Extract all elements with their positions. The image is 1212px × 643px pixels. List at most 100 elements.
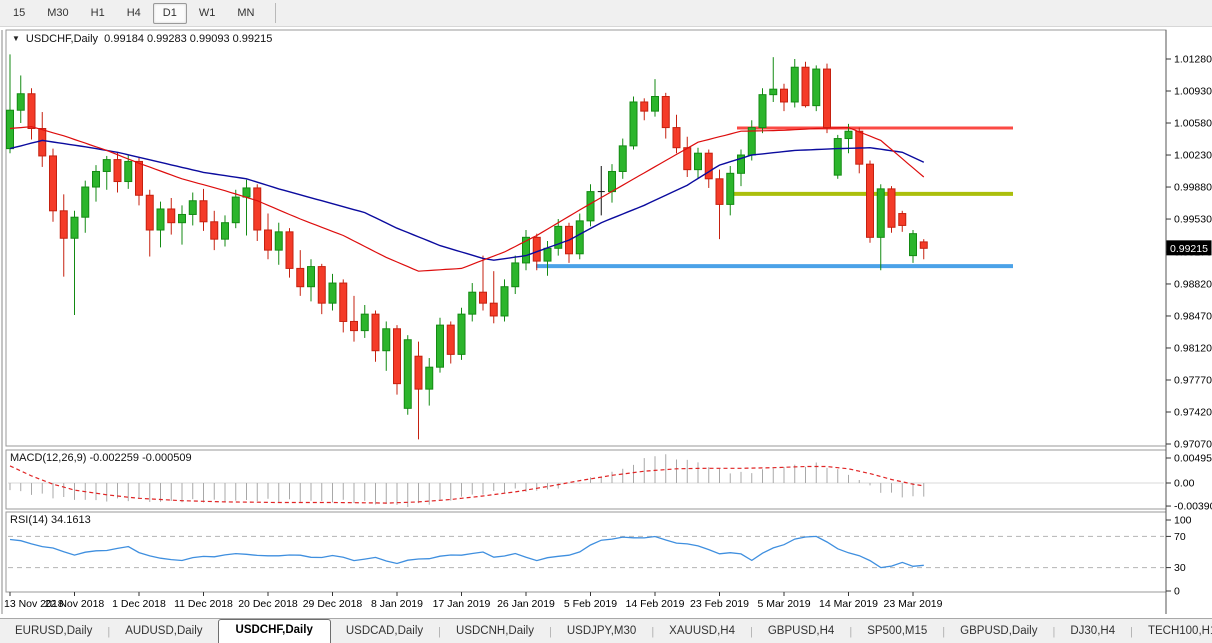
chart-tab-gbpusd-h4[interactable]: GBPUSD,H4 <box>767 625 835 637</box>
chart-tab-eurusd-daily[interactable]: EURUSD,Daily <box>15 625 93 637</box>
chart-tab-usdjpy-m30[interactable]: USDJPY,M30 <box>566 625 637 637</box>
candle-body <box>511 262 520 288</box>
macd-signal-line <box>9 465 924 504</box>
candle-body <box>414 355 423 390</box>
chart-tab-dj30-h4[interactable]: DJ30,H4 <box>1070 625 1116 637</box>
candle-body <box>6 109 14 150</box>
candle-body <box>199 200 208 223</box>
candle-body <box>231 196 240 224</box>
chart-tab-usdcad-daily[interactable]: USDCAD,Daily <box>345 625 424 637</box>
timeframe-button-m30[interactable]: M30 <box>47 6 69 19</box>
candle-body <box>446 324 455 355</box>
candle-body <box>457 313 466 355</box>
candle-body <box>350 320 358 332</box>
candle-body <box>866 163 874 238</box>
candle-body <box>16 93 25 111</box>
candle-body <box>253 187 262 231</box>
price-axis-label: 0.98820 <box>1174 278 1212 290</box>
candle-body <box>425 366 434 390</box>
candle-body <box>328 282 337 304</box>
rsi-indicator-label: RSI(14) 34.1613 <box>10 514 91 526</box>
date-axis-label: 1 Dec 2018 <box>112 598 166 610</box>
timeframe-button-w1[interactable]: W1 <box>198 6 216 19</box>
candle-body <box>167 208 176 224</box>
ma-slow-line <box>9 139 925 261</box>
timeframe-button-15[interactable]: 15 <box>13 6 26 19</box>
timeframe-button-mn[interactable]: MN <box>237 6 255 19</box>
chart-symbol-label: USDCHF,Daily <box>25 33 99 45</box>
candle-body <box>726 172 735 205</box>
candle-body <box>403 339 412 409</box>
candle-body <box>102 159 111 172</box>
chart-tab-usdcnh-daily[interactable]: USDCNH,Daily <box>456 625 534 637</box>
timeframe-button-d1[interactable]: D1 <box>152 2 187 24</box>
tab-separator: | <box>942 626 946 638</box>
candle-body <box>156 208 165 231</box>
chart-tab-sp500-m15[interactable]: SP500,M15 <box>867 625 928 637</box>
candle-body <box>436 324 444 368</box>
current-price-label: 0.99215 <box>1170 243 1208 255</box>
candle-body <box>876 188 885 238</box>
candle-body <box>317 266 326 304</box>
candle-body <box>210 221 219 240</box>
chart-title: ▼ USDCHF,Daily 0.99184 0.99283 0.99093 0.… <box>12 33 272 45</box>
candle-body <box>694 152 702 171</box>
macd-axis-label: -0.003905 <box>1174 501 1212 513</box>
date-axis-label: 23 Mar 2019 <box>884 598 943 610</box>
macd-indicator-label: MACD(12,26,9) -0.002259 -0.000509 <box>10 452 192 464</box>
candle-body <box>59 210 68 239</box>
candle-body <box>909 233 917 257</box>
tab-separator: | <box>1130 626 1133 638</box>
candle-body <box>608 170 616 193</box>
price-axis-label: 1.01280 <box>1174 54 1212 66</box>
current-price-badge <box>1166 240 1212 256</box>
candle-body <box>586 191 595 222</box>
rsi-axis-label: 70 <box>1174 531 1186 543</box>
rsi-line <box>9 535 924 569</box>
candle-body <box>919 241 928 249</box>
candle-body <box>264 229 272 251</box>
chart-ohlc-label: 0.99184 0.99283 0.99093 0.99215 <box>104 33 273 45</box>
timeframe-toolbar: 15 M30 H1 H4 D1 W1 MN <box>0 0 1212 27</box>
price-axis[interactable]: 1.01280 1.00930 1.00580 1.00230 0.99880 0.995… <box>1166 54 1212 451</box>
candle-body <box>575 220 584 255</box>
timeframe-button-h4[interactable]: H4 <box>126 6 141 19</box>
date-axis-label: 17 Jan 2019 <box>433 598 491 610</box>
candle-body <box>38 128 47 157</box>
candle-body <box>704 152 713 180</box>
rsi-layer: 100 70 30 0 <box>8 515 1192 598</box>
chart-tab-tech100-h1[interactable]: TECH100,H1 <box>1147 625 1212 637</box>
candle-body <box>382 328 391 352</box>
candle-body <box>823 68 831 129</box>
candle-body <box>758 94 767 129</box>
chart-tab-audusd-daily[interactable]: AUDUSD,Daily <box>125 625 203 637</box>
main-panel[interactable] <box>5 29 1167 447</box>
chart-tab-usdchf-daily[interactable]: USDCHF,Daily <box>217 619 331 643</box>
candle-body <box>844 130 853 140</box>
date-axis-label: 5 Feb 2019 <box>564 598 617 610</box>
tab-separator: | <box>548 626 552 638</box>
candle-body <box>393 328 401 385</box>
candle-body <box>629 101 638 147</box>
tab-separator: | <box>750 626 753 638</box>
candle-body <box>790 66 799 103</box>
candle-body <box>339 282 348 322</box>
candle-body <box>780 88 788 103</box>
candle-body <box>221 222 229 240</box>
rsi-panel[interactable] <box>5 511 1167 593</box>
date-axis-label: 20 Dec 2018 <box>238 598 298 610</box>
candle-body <box>81 186 90 218</box>
candle-body <box>522 236 530 264</box>
chart-tab-xauusd-h4[interactable]: XAUUSD,H4 <box>669 625 735 637</box>
candle-body <box>70 216 79 239</box>
macd-axis-label: 0.004952 <box>1174 453 1212 465</box>
timeframe-button-h1[interactable]: H1 <box>90 6 105 19</box>
rsi-axis-label: 0 <box>1174 586 1180 598</box>
candle-body <box>898 213 907 226</box>
date-axis-label: 29 Dec 2018 <box>303 598 363 610</box>
chart-stack: 1.01280 1.00930 1.00580 1.00230 0.99880 0.995… <box>0 27 1212 618</box>
chart-canvas[interactable]: 1.01280 1.00930 1.00580 1.00230 0.99880 0.995… <box>0 27 1212 618</box>
candle-body <box>242 187 251 198</box>
chart-tab-gbpusd-daily[interactable]: GBPUSD,Daily <box>960 625 1038 637</box>
